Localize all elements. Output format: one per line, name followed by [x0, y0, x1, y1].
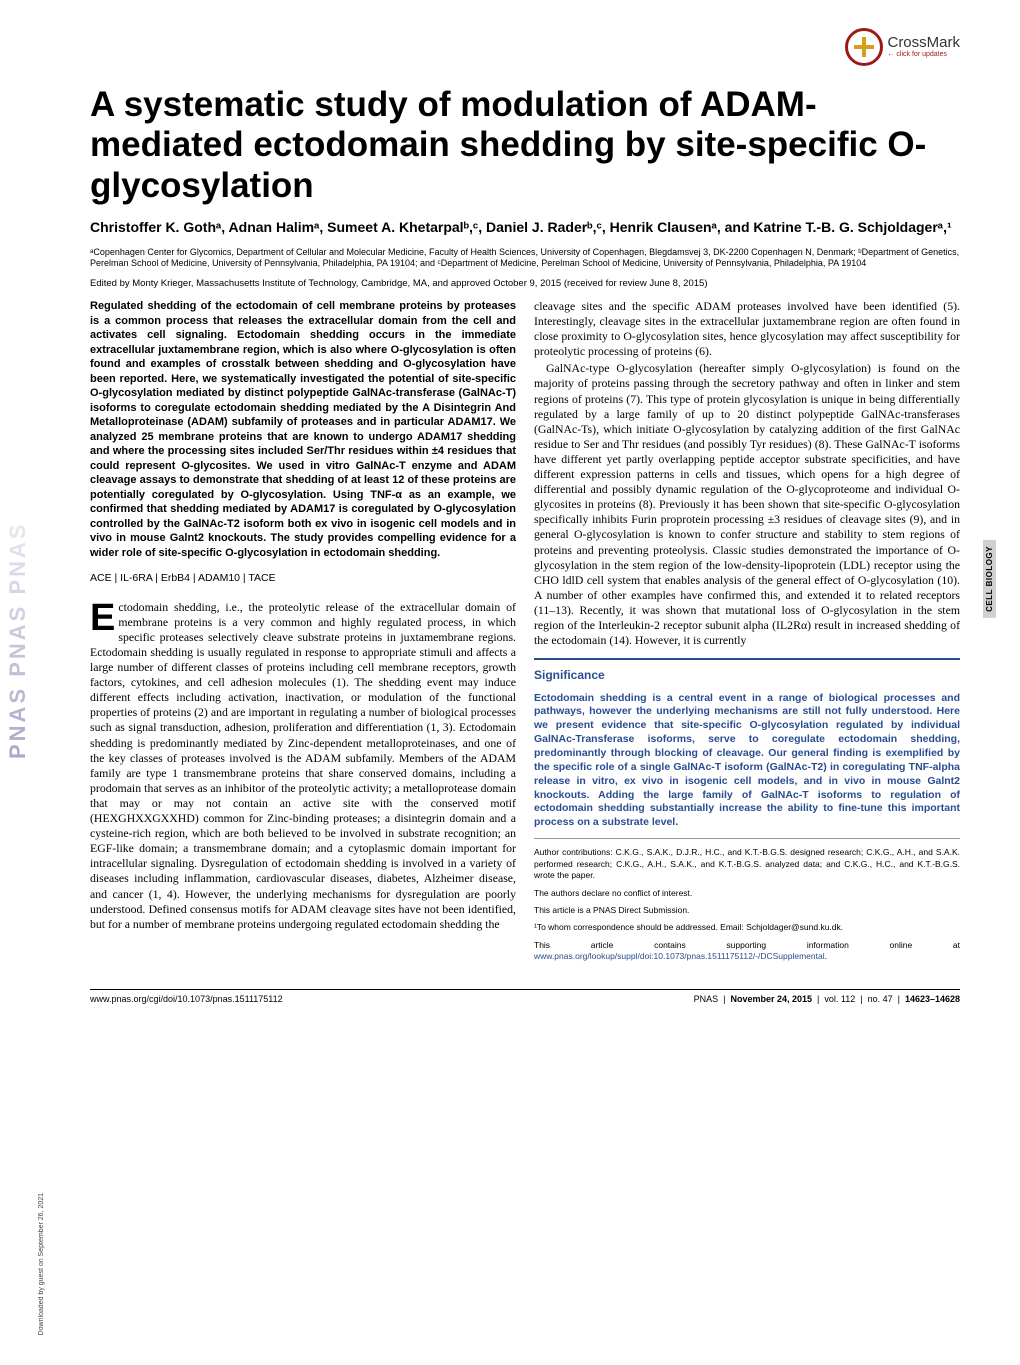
- body-paragraph: cleavage sites and the specific ADAM pro…: [534, 299, 960, 359]
- footer-citation: PNAS | November 24, 2015 | vol. 112 | no…: [694, 994, 960, 1004]
- footnotes: Author contributions: C.K.G., S.A.K., D.…: [534, 847, 960, 963]
- significance-title: Significance: [534, 668, 960, 683]
- abstract: Regulated shedding of the ectodomain of …: [90, 299, 516, 560]
- affiliations: ᵃCopenhagen Center for Glycomics, Depart…: [90, 247, 960, 270]
- right-column: cleavage sites and the specific ADAM pro…: [534, 299, 960, 969]
- significance-box: Significance Ectodomain shedding is a ce…: [534, 658, 960, 839]
- crossmark-icon: [845, 28, 883, 66]
- doi-link[interactable]: www.pnas.org/cgi/doi/10.1073/pnas.151117…: [90, 994, 283, 1004]
- keywords: ACE | IL-6RA | ErbB4 | ADAM10 | TACE: [90, 572, 516, 585]
- dropcap: E: [90, 600, 118, 634]
- download-note: Downloaded by guest on September 26, 202…: [38, 1193, 45, 1335]
- authors: Christoffer K. Gothᵃ, Adnan Halimᵃ, Sume…: [90, 218, 960, 237]
- conflict-statement: The authors declare no conflict of inter…: [534, 888, 960, 899]
- crossmark-label: CrossMark ← click for updates: [887, 35, 960, 59]
- body-paragraph: Ectodomain shedding, i.e., the proteolyt…: [90, 600, 516, 932]
- supporting-link[interactable]: www.pnas.org/lookup/suppl/doi:10.1073/pn…: [534, 951, 825, 961]
- supporting-info: This article contains supporting informa…: [534, 940, 960, 963]
- left-column: Regulated shedding of the ectodomain of …: [90, 299, 516, 969]
- submission-type: This article is a PNAS Direct Submission…: [534, 905, 960, 916]
- body-paragraph: GalNAc-type O-glycosylation (hereafter s…: [534, 361, 960, 648]
- significance-text: Ectodomain shedding is a central event i…: [534, 692, 960, 831]
- crossmark-badge[interactable]: CrossMark ← click for updates: [845, 28, 960, 66]
- edited-by: Edited by Monty Krieger, Massachusetts I…: [90, 278, 960, 289]
- author-contributions: Author contributions: C.K.G., S.A.K., D.…: [534, 847, 960, 881]
- correspondence: ¹To whom correspondence should be addres…: [534, 922, 960, 933]
- article-title: A systematic study of modulation of ADAM…: [90, 85, 960, 206]
- page-footer: www.pnas.org/cgi/doi/10.1073/pnas.151117…: [90, 989, 960, 1004]
